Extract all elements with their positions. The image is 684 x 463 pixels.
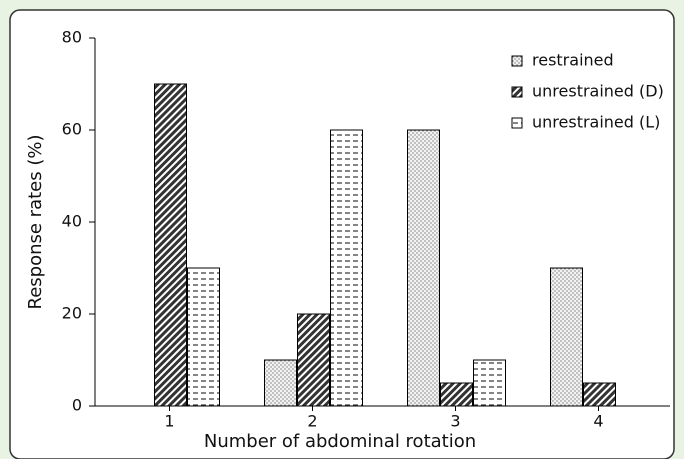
x-tick-label: 3: [450, 412, 460, 431]
y-tick-label: 60: [62, 120, 82, 139]
legend-swatch: [511, 86, 523, 98]
bar: [473, 359, 506, 407]
bar: [330, 129, 363, 407]
bar: [440, 382, 473, 407]
y-tick-label: 40: [62, 212, 82, 231]
x-axis-label: Number of abdominal rotation: [204, 431, 476, 452]
bar: [297, 313, 330, 407]
bar: [550, 267, 583, 407]
bar: [187, 267, 220, 407]
x-tick-label: 4: [593, 412, 603, 431]
legend-swatch: [511, 55, 523, 67]
legend-label: restrained: [532, 51, 614, 70]
legend-swatch: [511, 117, 523, 129]
x-tick-label: 2: [307, 412, 317, 431]
bar: [264, 359, 297, 407]
bar: [407, 129, 440, 407]
y-tick-label: 0: [72, 396, 82, 415]
legend-label: unrestrained (L): [532, 113, 660, 132]
y-tick-label: 80: [62, 28, 82, 47]
legend-label: unrestrained (D): [532, 82, 664, 101]
bar: [583, 382, 616, 407]
bar: [154, 83, 187, 407]
x-tick-label: 1: [164, 412, 174, 431]
y-axis-label: Response rates (%): [25, 135, 46, 310]
y-tick-label: 20: [62, 304, 82, 323]
